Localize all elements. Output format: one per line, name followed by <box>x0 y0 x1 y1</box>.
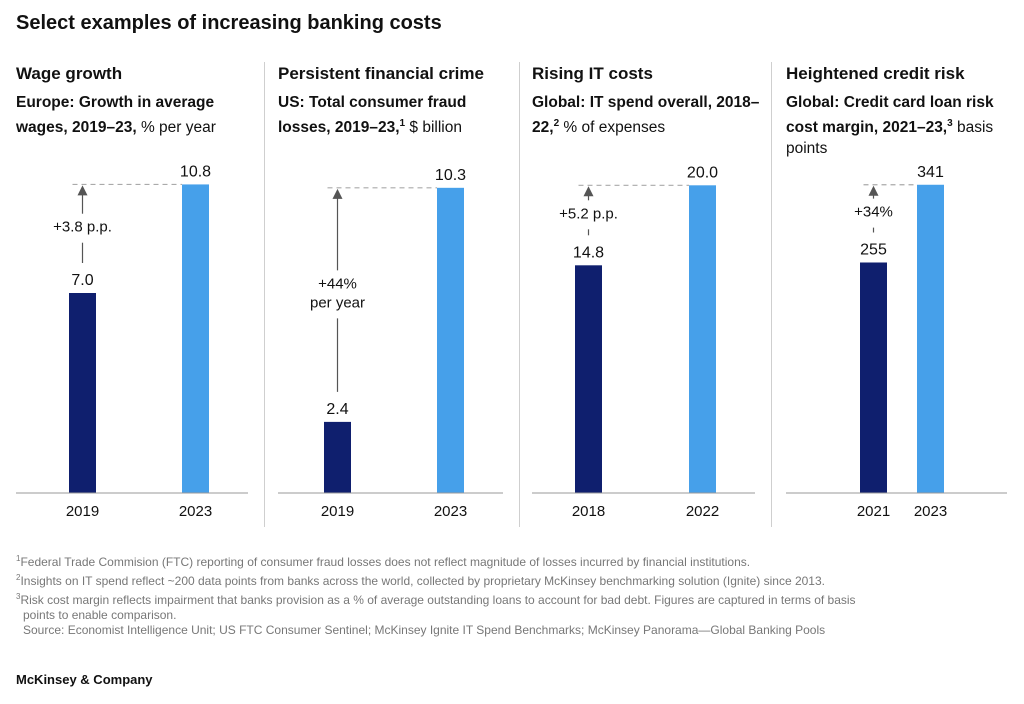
subtitle-unit: basis points <box>786 119 994 158</box>
panel-title-it-costs: Rising IT costs <box>532 64 653 83</box>
panel-divider <box>264 62 265 527</box>
annotation-arrowhead <box>868 185 879 196</box>
panel-title-wage-growth: Wage growth <box>16 64 123 83</box>
data-label: 341 <box>917 164 944 181</box>
growth-annotation: +3.8 p.p. <box>53 219 112 236</box>
annotation-arrowhead <box>583 186 594 197</box>
footnote-text: Federal Trade Commision (FTC) reporting … <box>20 555 751 569</box>
panel-divider <box>519 62 520 527</box>
growth-annotation: +44% <box>318 275 357 292</box>
data-label: 10.8 <box>180 163 211 180</box>
subtitle-bold: Global: IT spend overall, 2018–22, <box>532 94 760 137</box>
footnote-text: Insights on IT spend reflect ~200 data p… <box>20 574 825 588</box>
subtitle-unit: $ billion <box>405 119 462 137</box>
source-note: Source: Economist Intelligence Unit; US … <box>23 623 826 637</box>
subtitle-bold: US: Total consumer fraud losses, 2019–23… <box>278 94 467 137</box>
tick-label: 2023 <box>914 503 947 520</box>
footnote-text: points to enable comparison. <box>23 608 177 622</box>
panel-subtitle-it-costs: Global: IT spend overall, 2018–22,2 % of… <box>532 92 764 138</box>
footnote-2: 2Insights on IT spend reflect ~200 data … <box>16 570 1016 589</box>
tick-label: 2023 <box>179 503 212 520</box>
bar-2023 <box>917 184 944 494</box>
data-label: 2.4 <box>326 401 348 418</box>
subtitle-bold: Europe: Growth in average wages, 2019–23… <box>16 94 215 137</box>
bar-2018 <box>575 265 602 493</box>
tick-label: 2022 <box>686 503 719 520</box>
tick-label: 2019 <box>66 503 99 520</box>
footnote-ref: 2 <box>553 118 560 129</box>
tick-label: 2023 <box>434 503 467 520</box>
growth-annotation: per year <box>310 294 365 311</box>
annotation-arrowhead <box>332 188 343 199</box>
footnote-3: 3Risk cost margin reflects impairment th… <box>16 589 1016 608</box>
data-label: 10.3 <box>435 167 466 184</box>
panel-subtitle-financial-crime: US: Total consumer fraud losses, 2019–23… <box>278 92 510 138</box>
annotation-arrowhead <box>77 185 88 196</box>
footnote-ref: 3 <box>947 118 953 129</box>
footnote-ref: 1 <box>399 118 406 129</box>
tick-label: 2018 <box>572 503 605 520</box>
data-label: 255 <box>860 241 887 258</box>
footnote-1: 1Federal Trade Commision (FTC) reporting… <box>16 551 1016 570</box>
bar-2019 <box>324 421 351 493</box>
tick-label: 2019 <box>321 503 354 520</box>
bar-2022 <box>689 185 716 494</box>
growth-annotation: +34% <box>854 204 893 221</box>
footnotes: 1Federal Trade Commision (FTC) reporting… <box>16 551 1016 638</box>
footnote-marker: 3 <box>16 592 21 601</box>
subtitle-unit: % of expenses <box>559 119 666 137</box>
footnote-marker: 1 <box>16 554 21 563</box>
footnote-marker: 2 <box>16 573 21 582</box>
subtitle-unit: % per year <box>136 119 216 137</box>
brand-logo: McKinsey & Company <box>16 672 153 687</box>
bar-2023 <box>437 187 464 493</box>
data-label: 7.0 <box>71 272 93 289</box>
tick-label: 2021 <box>857 503 890 520</box>
bar-2019 <box>69 293 96 493</box>
data-label: 20.0 <box>687 164 718 181</box>
bar-2023 <box>182 184 209 493</box>
panel-title-financial-crime: Persistent financial crime <box>278 64 484 83</box>
subtitle-bold: Global: Credit card loan risk cost margi… <box>786 94 994 137</box>
footnote-text: Risk cost margin reflects impairment tha… <box>20 593 856 607</box>
growth-annotation: +5.2 p.p. <box>559 205 618 222</box>
panel-title-credit-risk: Heightened credit risk <box>786 64 965 83</box>
data-label: 14.8 <box>573 244 604 261</box>
panel-subtitle-credit-risk: Global: Credit card loan risk cost margi… <box>786 92 1018 159</box>
panel-divider <box>771 62 772 527</box>
bar-2021 <box>860 262 887 493</box>
panel-subtitle-wage-growth: Europe: Growth in average wages, 2019–23… <box>16 92 248 138</box>
page-title: Select examples of increasing banking co… <box>16 12 442 34</box>
footnote-3-continued: points to enable comparison. <box>16 608 1016 623</box>
